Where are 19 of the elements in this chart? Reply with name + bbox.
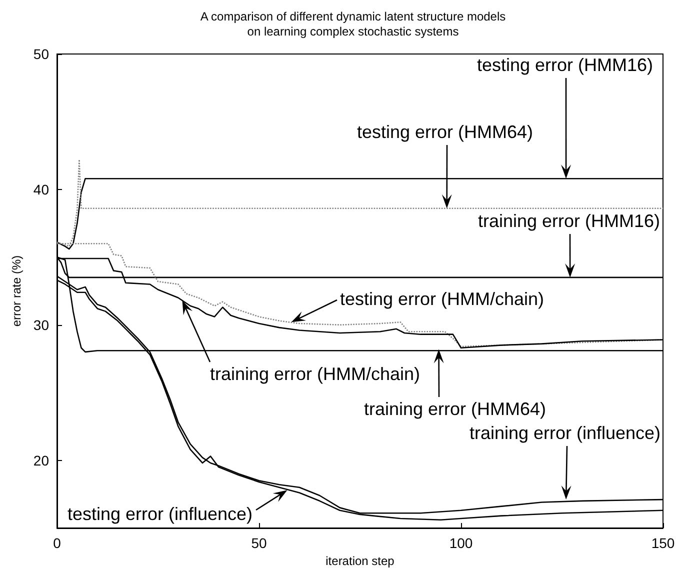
x-tick-label: 150	[651, 535, 675, 551]
y-tick-label: 20	[33, 452, 50, 468]
x-tick-label: 100	[449, 535, 473, 551]
annotation: training error (HMM16)	[478, 210, 660, 231]
y-tick-label: 40	[33, 181, 50, 198]
x-tick-label: 0	[53, 535, 62, 551]
y-axis-title: error rate (%)	[10, 255, 24, 327]
annotation: testing error (HMM16)	[476, 54, 654, 75]
chart-title: A comparison of different dynamic latent structure models on learning complex stochastic systems	[200, 10, 506, 38]
annotation: training error (HMM64)	[364, 398, 546, 419]
y-tick-label: 30	[33, 316, 50, 333]
annotation: testing error (HMM/chain)	[340, 288, 544, 309]
annotation: testing error (influence)	[67, 504, 253, 524]
annotation: training error (influence)	[469, 422, 661, 443]
annotation: testing error (HMM64)	[356, 122, 534, 142]
x-axis-title: iteration step	[326, 554, 395, 568]
annotation: training error (HMM/chain)	[210, 364, 420, 384]
x-tick-label: 50	[251, 535, 267, 551]
y-tick-label: 50	[33, 46, 50, 62]
